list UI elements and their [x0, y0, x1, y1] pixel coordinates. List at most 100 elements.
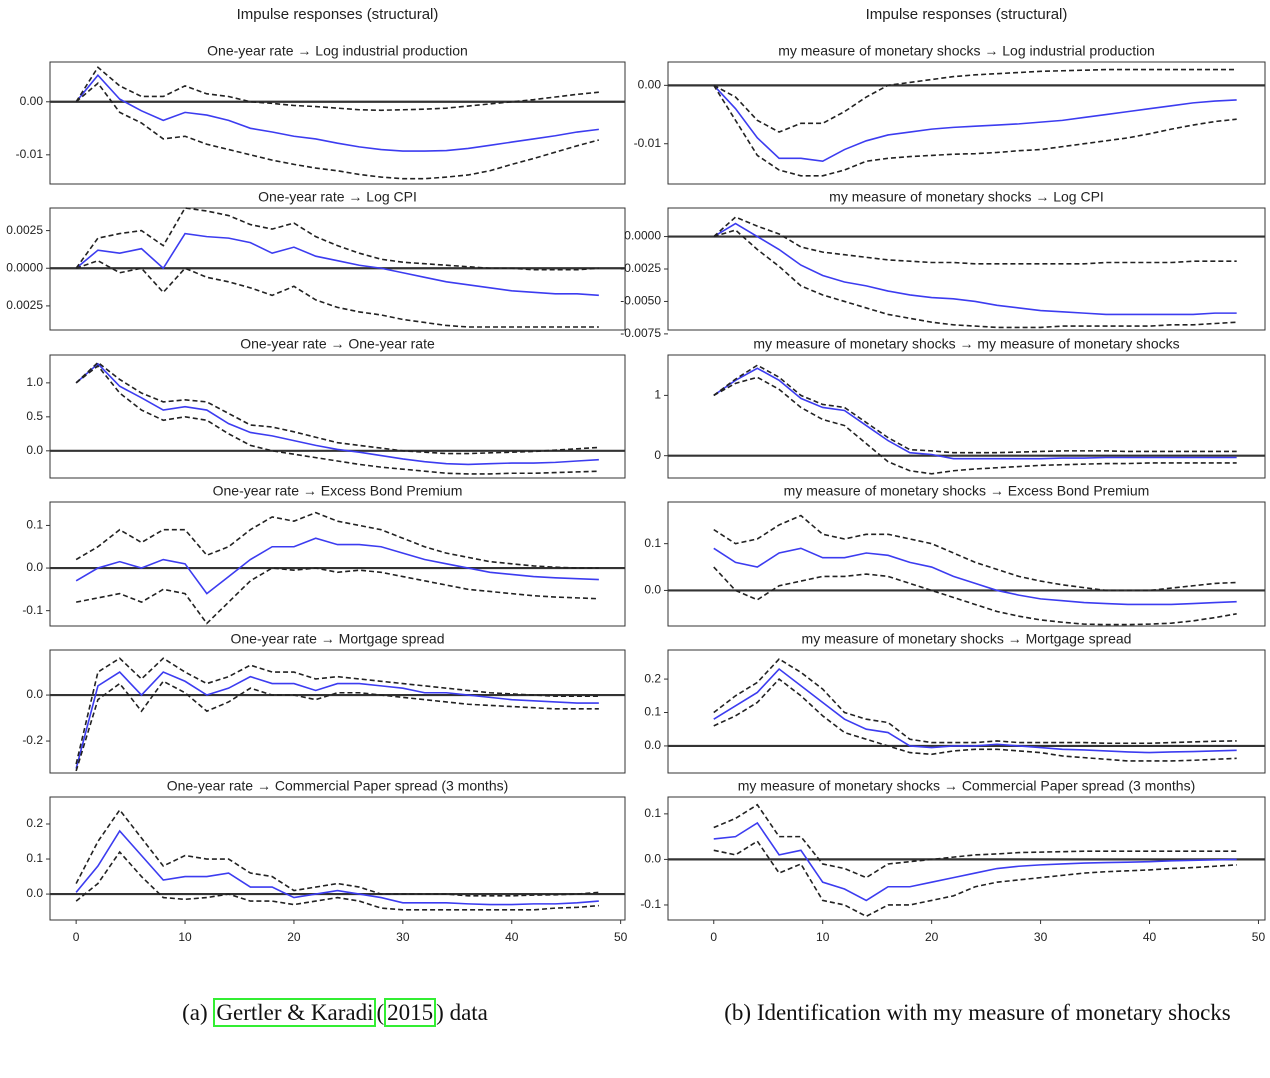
response-line — [713, 68, 1237, 133]
y-tick-label: 0.1 — [26, 851, 43, 865]
y-tick-label: 0.00 — [638, 78, 662, 92]
response-line — [75, 361, 599, 455]
response-line — [75, 671, 599, 769]
caption-text: ( — [376, 1000, 385, 1025]
y-tick-label: 0.0000 — [624, 229, 661, 243]
suptitle: Impulse responses (structural) — [237, 6, 439, 23]
response-line — [713, 803, 1237, 879]
y-tick-label: 0.1 — [644, 806, 661, 820]
response-line — [75, 232, 599, 297]
x-tick-label: 50 — [1252, 930, 1266, 944]
plot-frame — [49, 61, 626, 185]
response-line — [75, 511, 599, 569]
x-tick-label: 50 — [614, 930, 628, 944]
caption-text: ) data — [436, 1000, 488, 1025]
response-line — [713, 84, 1237, 163]
caption-text: Identification with my measure of moneta… — [756, 1000, 1231, 1025]
response-line — [713, 547, 1237, 606]
chart-title: my measure of monetary shocks → my measu… — [753, 336, 1179, 352]
x-tick-label: 40 — [1143, 930, 1157, 944]
caption-text: (a) — [182, 1000, 208, 1025]
response-line — [713, 821, 1237, 902]
y-tick-label: 0.0 — [644, 852, 661, 866]
citation-link[interactable]: 2015 — [384, 998, 437, 1027]
chart-title: One-year rate → Log industrial productio… — [207, 43, 468, 59]
x-tick-label: 0 — [73, 930, 80, 944]
y-tick-label: 0.1 — [644, 536, 661, 550]
response-line — [75, 364, 599, 475]
y-tick-label: -0.0050 — [620, 294, 661, 308]
y-tick-label: 0.0 — [644, 738, 661, 752]
y-tick-label: 0.0 — [26, 687, 43, 701]
plot-frame — [667, 354, 1266, 479]
chart-title: One-year rate → Mortgage spread — [231, 631, 445, 647]
chart-title: my measure of monetary shocks → Commerci… — [738, 778, 1196, 794]
caption-text: (b) — [724, 1000, 752, 1025]
plot-frame — [667, 501, 1266, 627]
response-line — [713, 229, 1237, 329]
x-tick-label: 20 — [925, 930, 939, 944]
response-line — [75, 567, 599, 625]
response-line — [75, 207, 599, 271]
y-tick-label: 0.0 — [26, 886, 43, 900]
response-line — [75, 362, 599, 466]
y-tick-label: 0.00 — [20, 94, 44, 108]
chart-title: One-year rate → One-year rate — [240, 336, 435, 352]
y-tick-label: 0.0025 — [6, 223, 43, 237]
x-tick-label: 30 — [1034, 930, 1048, 944]
caption: (a) Gertler & Karadi(2015) data — [40, 988, 630, 1038]
response-line — [75, 259, 599, 328]
response-line — [75, 829, 599, 906]
y-tick-label: -0.0025 — [620, 261, 661, 275]
response-line — [713, 216, 1237, 265]
chart-title: my measure of monetary shocks → Excess B… — [784, 483, 1150, 499]
x-tick-label: 20 — [287, 930, 301, 944]
y-tick-label: -0.1 — [22, 603, 43, 617]
chart-title: my measure of monetary shocks → Mortgage… — [802, 631, 1132, 647]
y-tick-label: 0.0000 — [6, 260, 43, 274]
response-line — [713, 222, 1237, 316]
response-line — [713, 364, 1237, 454]
y-tick-label: 0.1 — [26, 518, 43, 532]
response-line — [713, 376, 1237, 475]
plot-frame — [49, 649, 626, 774]
y-tick-label: 0.2 — [644, 671, 661, 685]
y-tick-label: 0.0 — [26, 560, 43, 574]
figure: Impulse responses (structural) One-year r… — [6, 6, 1266, 944]
plot-frame — [49, 501, 626, 627]
response-line — [713, 667, 1237, 754]
chart-title: One-year rate → Commercial Paper spread … — [167, 778, 509, 794]
response-line — [713, 657, 1237, 745]
y-tick-label: 0.5 — [26, 409, 43, 423]
response-line — [75, 657, 599, 765]
plot-frame — [49, 796, 626, 921]
response-line — [713, 566, 1237, 626]
response-line — [75, 537, 599, 595]
response-line — [75, 66, 599, 112]
response-line — [75, 680, 599, 772]
response-line — [75, 850, 599, 911]
response-line — [713, 678, 1237, 762]
y-tick-label: 1 — [654, 388, 661, 402]
y-tick-label: -0.2 — [22, 733, 43, 747]
response-line — [713, 840, 1237, 918]
response-line — [713, 84, 1237, 177]
x-tick-label: 10 — [178, 930, 192, 944]
chart-title: One-year rate → Log CPI — [258, 189, 417, 205]
y-tick-label: 0 — [654, 448, 661, 462]
y-tick-label: -0.1 — [640, 897, 661, 911]
x-tick-label: 10 — [816, 930, 830, 944]
y-tick-label: -0.01 — [634, 136, 662, 150]
response-line — [75, 808, 599, 897]
y-tick-label: 0.1 — [644, 705, 661, 719]
y-tick-label: -0.0075 — [620, 326, 661, 340]
y-tick-label: -0.01 — [16, 147, 44, 161]
chart-title: One-year rate → Excess Bond Premium — [213, 483, 463, 499]
plot-frame — [667, 207, 1266, 331]
y-tick-label: 1.0 — [26, 375, 43, 389]
y-tick-label: 0.2 — [26, 816, 43, 830]
response-line — [713, 367, 1237, 460]
x-tick-label: 30 — [396, 930, 410, 944]
citation-link[interactable]: Gertler & Karadi — [213, 998, 377, 1027]
